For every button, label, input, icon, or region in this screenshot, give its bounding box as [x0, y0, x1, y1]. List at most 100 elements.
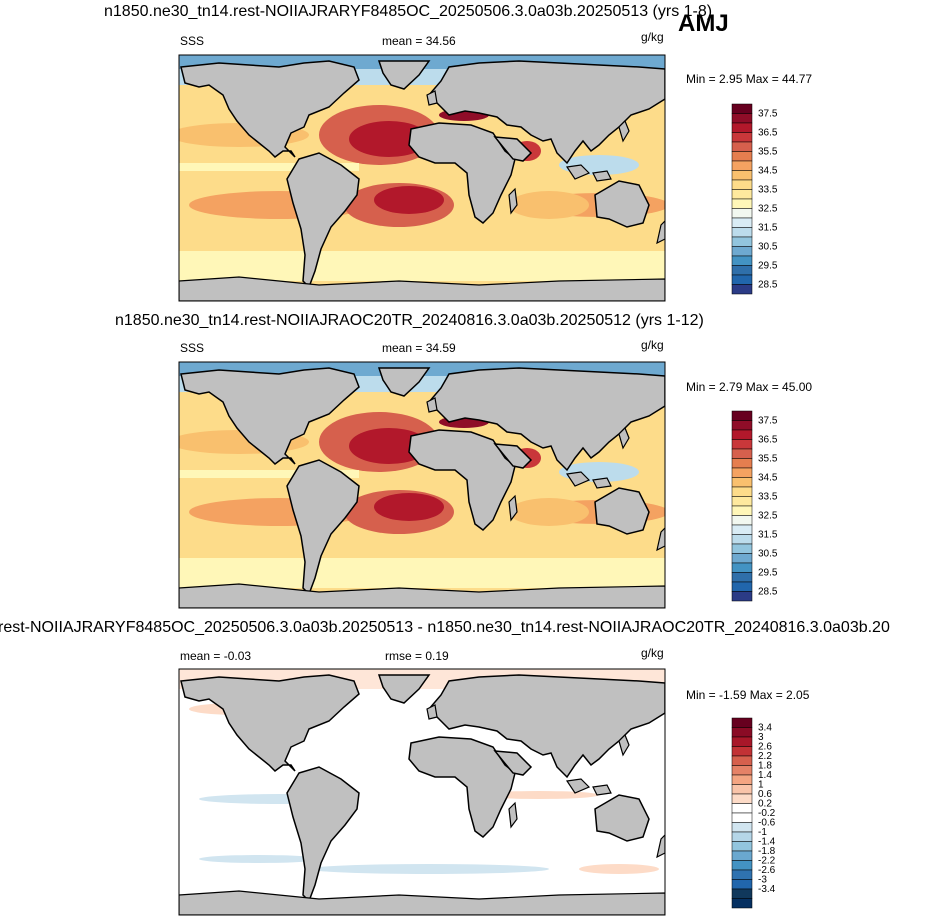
panel2-colorbar-swatch: [731, 420, 753, 431]
panel3-colorbar-swatch: [731, 784, 753, 795]
panel3-colorbar-swatch: [731, 860, 753, 871]
panel1-colorbar-swatch: [731, 151, 753, 162]
panel3-title: rest-NOIIAJRARYF8485OC_20250506.3.0a03b.…: [0, 619, 890, 636]
panel1-colorbar-tick-label: 36.5: [758, 128, 778, 139]
panel1-colorbar-swatch: [731, 284, 753, 295]
panel2-colorbar-swatch: [731, 410, 753, 421]
panel1-variable-label: SSS: [180, 34, 205, 48]
panel1-colorbar-swatch: [731, 227, 753, 238]
panel1-colorbar-swatch: [731, 132, 753, 143]
panel1-colorbar-tick-label: 33.5: [758, 185, 778, 196]
panel3-colorbar-swatch: [731, 736, 753, 747]
panel1-colorbar-swatch: [731, 274, 753, 285]
panel3-mean-label: mean = -0.03: [180, 649, 252, 663]
panel2-colorbar-swatch: [731, 477, 753, 488]
panel1-mean-label: mean = 34.56: [382, 34, 456, 48]
panel2-mean-label: mean = 34.59: [382, 341, 456, 355]
panel3-colorbar-swatch: [731, 822, 753, 833]
panel3-colorbar-tick-label: -3.4: [758, 884, 776, 895]
panel3-colorbar-swatch: [731, 898, 753, 909]
panel1-colorbar-swatch: [731, 217, 753, 228]
panel2-colorbar-swatch: [731, 505, 753, 516]
panel1-colorbar-swatch: [731, 198, 753, 209]
panel2-colorbar-tick-label: 29.5: [758, 568, 778, 579]
panel1-colorbar-swatch: [731, 122, 753, 133]
panel3-units-label: g/kg: [641, 646, 664, 660]
season-label: AMJ: [678, 10, 729, 37]
panel2-title: n1850.ne30_tn14.rest-NOIIAJRAOC20TR_2024…: [115, 312, 704, 329]
panel1-colorbar-swatch: [731, 179, 753, 190]
panel3-colorbar-tick-label: 0.2: [758, 799, 772, 810]
panel1-colorbar-swatch: [731, 141, 753, 152]
panel1-colorbar-swatch: [731, 208, 753, 219]
panel3-colorbar-tick-label: 3: [758, 732, 764, 743]
panel2-colorbar-swatch: [731, 581, 753, 592]
panel3-colorbar-tick-label: -1.8: [758, 846, 776, 857]
panel2-colorbar-swatch: [731, 591, 753, 602]
panel1-colorbar-tick-label: 31.5: [758, 223, 778, 234]
panel1-colorbar-tick-label: 28.5: [758, 280, 778, 291]
panel2-colorbar-swatch: [731, 553, 753, 564]
panel2-colorbar: 37.5 36.5 35.5 34.5 33.5 32.5 31.5 30.5 29.5 28.5: [731, 410, 778, 602]
panel1-colorbar-swatch: [731, 189, 753, 200]
panel2-colorbar-swatch: [731, 496, 753, 507]
panel1-colorbar-swatch: [731, 170, 753, 181]
panel2-colorbar-tick-label: 30.5: [758, 549, 778, 560]
panel2-colorbar-swatch: [731, 467, 753, 478]
panel3-colorbar-tick-label: 1.8: [758, 761, 772, 772]
panel3-colorbar-tick-label: -3: [758, 875, 767, 886]
panel2-colorbar-swatch: [731, 448, 753, 459]
panel3-colorbar-swatch: [731, 803, 753, 814]
panel3-colorbar-swatch: [731, 746, 753, 757]
panel2-colorbar-swatch: [731, 458, 753, 469]
panel3-colorbar: 3.432.62.21.81.410.60.2-0.2-0.6-1-1.4-1.…: [731, 717, 776, 909]
panel1-colorbar-swatch: [731, 265, 753, 276]
panel1-colorbar-tick-label: 29.5: [758, 261, 778, 272]
panel1-colorbar-tick-label: 35.5: [758, 147, 778, 158]
panel2-colorbar-swatch: [731, 572, 753, 583]
panel1-colorbar-swatch: [731, 255, 753, 266]
panel3-colorbar-tick-label: 3.4: [758, 723, 772, 734]
panel3-colorbar-swatch: [731, 774, 753, 785]
panel2-colorbar-swatch: [731, 515, 753, 526]
panel3-colorbar-swatch: [731, 869, 753, 880]
panel1-colorbar-swatch: [731, 160, 753, 171]
panel3-colorbar-tick-label: -2.6: [758, 865, 776, 876]
panel2-map: [178, 361, 666, 609]
panel2-colorbar-swatch: [731, 543, 753, 554]
panel2-colorbar-swatch: [731, 429, 753, 440]
panel3-colorbar-tick-label: 0.6: [758, 789, 772, 800]
panel1-title: n1850.ne30_tn14.rest-NOIIAJRARYF8485OC_2…: [104, 3, 713, 20]
panel2-units-label: g/kg: [641, 338, 664, 352]
panel2-colorbar-swatch: [731, 486, 753, 497]
panel1-colorbar-tick-label: 37.5: [758, 109, 778, 120]
panel3-colorbar-swatch: [731, 755, 753, 766]
panel3-colorbar-swatch: [731, 879, 753, 890]
panel1-colorbar-swatch: [731, 246, 753, 257]
panel3-colorbar-tick-label: -1.4: [758, 837, 776, 848]
panel3-colorbar-tick-label: -0.2: [758, 808, 776, 819]
panel3-colorbar-swatch: [731, 850, 753, 861]
panel2-colorbar-swatch: [731, 562, 753, 573]
panel1-colorbar-swatch: [731, 236, 753, 247]
panel2-colorbar-tick-label: 37.5: [758, 416, 778, 427]
panel3-colorbar-tick-label: 1.4: [758, 770, 772, 781]
panel2-colorbar-tick-label: 34.5: [758, 473, 778, 484]
panel1-colorbar-swatch: [731, 113, 753, 124]
panel2-colorbar-tick-label: 36.5: [758, 435, 778, 446]
panel2-variable-label: SSS: [180, 341, 205, 355]
panel3-colorbar-tick-label: -1: [758, 827, 767, 838]
panel1-colorbar-swatch: [731, 103, 753, 114]
panel2-colorbar-swatch: [731, 439, 753, 450]
panel3-colorbar-tick-label: -2.2: [758, 856, 776, 867]
panel1-map: [178, 54, 666, 302]
panel2-colorbar-swatch: [731, 524, 753, 535]
panel2-colorbar-tick-label: 32.5: [758, 511, 778, 522]
panel3-colorbar-swatch: [731, 841, 753, 852]
panel1-colorbar-tick-label: 32.5: [758, 204, 778, 215]
panel2-colorbar-tick-label: 33.5: [758, 492, 778, 503]
panel3-colorbar-swatch: [731, 888, 753, 899]
panel2-colorbar-tick-label: 35.5: [758, 454, 778, 465]
panel1-colorbar-tick-label: 30.5: [758, 242, 778, 253]
panel3-colorbar-swatch: [731, 831, 753, 842]
